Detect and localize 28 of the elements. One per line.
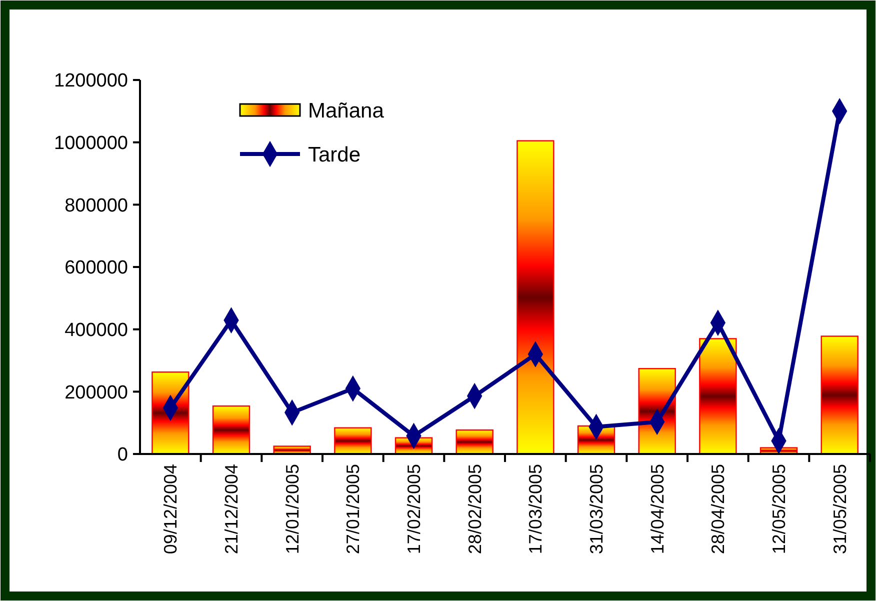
y-tick-label: 1200000: [54, 70, 128, 92]
x-tick-label: 17/03/2005: [526, 464, 546, 554]
legend-label: Tarde: [308, 143, 361, 166]
bar: [456, 429, 494, 455]
x-tick-label: 31/05/2005: [830, 464, 850, 554]
x-tick-label: 12/05/2005: [769, 464, 790, 554]
x-tick-label: 09/12/2004: [160, 464, 181, 554]
bar: [516, 140, 554, 455]
y-tick-label: 0: [117, 444, 128, 466]
x-tick-label: 21/12/2004: [222, 464, 242, 554]
y-tick-label: 1000000: [54, 132, 128, 154]
bar: [152, 371, 190, 455]
x-tick-label: 28/02/2005: [464, 464, 485, 554]
x-tick-label: 31/03/2005: [586, 464, 607, 554]
bar: [699, 338, 737, 455]
y-tick-label: 400000: [64, 320, 128, 341]
x-tick-label: 28/04/2005: [708, 464, 728, 554]
x-tick-label: 14/04/2005: [647, 464, 668, 554]
bar: [820, 336, 858, 455]
y-tick-label: 800000: [64, 195, 128, 216]
y-tick-label: 200000: [64, 382, 128, 404]
bar: [212, 405, 250, 455]
legend-label: Mañana: [308, 99, 384, 122]
bar: [334, 427, 372, 455]
y-tick-label: 600000: [64, 258, 128, 279]
x-tick-label: 12/01/2005: [282, 464, 302, 554]
x-tick-label: 27/01/2005: [343, 464, 364, 554]
x-tick-label: 17/02/2005: [404, 464, 424, 554]
